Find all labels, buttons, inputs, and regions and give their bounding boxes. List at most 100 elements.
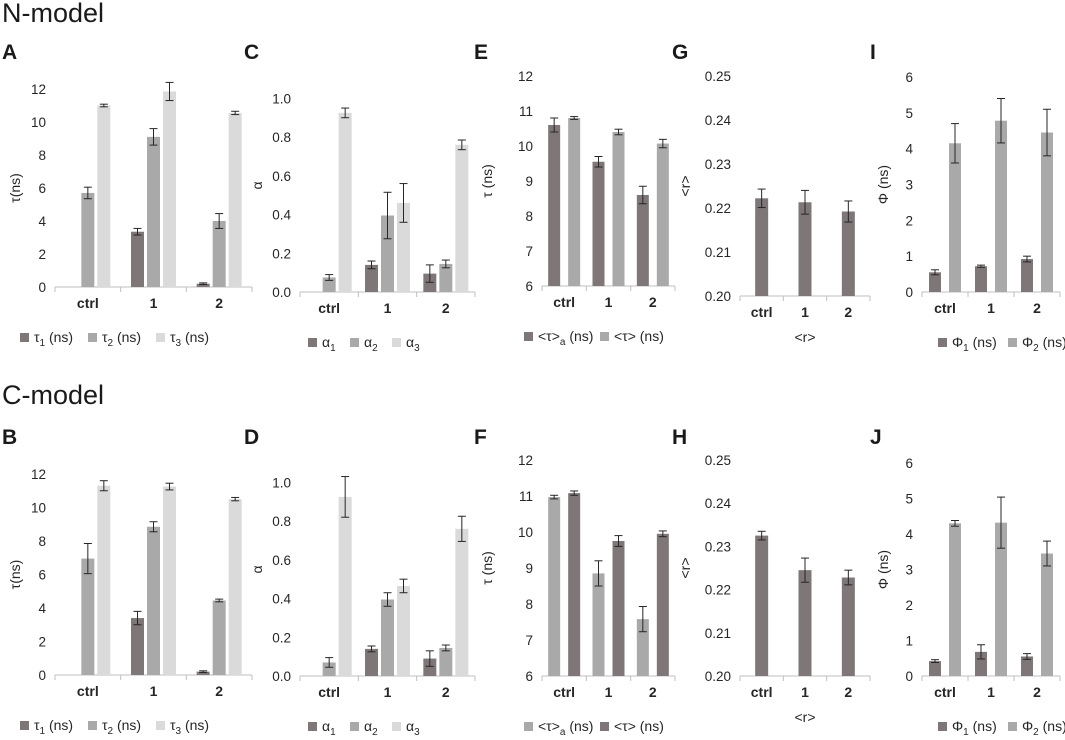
y-tick-label: 0.2 (272, 630, 291, 645)
bar (338, 496, 352, 676)
y-tick-label: 10 (31, 115, 46, 130)
y-tick-label: 0.2 (272, 246, 291, 261)
x-tick-label: 2 (215, 683, 223, 699)
bar (147, 136, 160, 287)
y-tick-label: 5 (905, 492, 913, 507)
y-tick-label: 0.20 (705, 289, 731, 304)
bar (592, 161, 605, 286)
bar (755, 198, 769, 296)
legend-swatch (88, 721, 97, 730)
bar (841, 211, 855, 296)
x-tick-label: ctrl (77, 295, 99, 311)
bar (97, 105, 111, 287)
panel-letter-e: E (474, 41, 489, 64)
bar (592, 573, 605, 676)
bar (381, 599, 394, 676)
y-tick-label: 10 (31, 501, 46, 516)
y-tick-label: 6 (38, 568, 46, 583)
legend-swatch (392, 722, 401, 731)
y-tick-label: 0.23 (705, 157, 731, 172)
y-tick-label: 8 (38, 148, 46, 163)
panel-letter-a: A (2, 41, 18, 64)
y-tick-label: 12 (31, 467, 46, 482)
x-tick-label: 2 (649, 294, 657, 310)
bar (1021, 259, 1033, 292)
bar (612, 132, 625, 286)
legend-label: Φ1 (ns) (952, 334, 997, 354)
y-axis-label: Φ (ns) (875, 165, 891, 204)
x-tick-label: 2 (1033, 300, 1041, 316)
panel-letter-i: I (870, 41, 876, 64)
y-tick-label: 0.25 (705, 69, 731, 84)
x-tick-label: 1 (801, 304, 809, 320)
bar (439, 647, 453, 676)
bar (929, 272, 941, 292)
y-tick-label: 0.22 (705, 201, 731, 216)
y-tick-label: 10 (518, 525, 533, 540)
y-axis-label: τ (ns) (479, 551, 495, 585)
bar (568, 118, 581, 286)
legend-swatch (1008, 338, 1017, 347)
legend-swatch (308, 722, 317, 731)
y-tick-label: 0.6 (272, 169, 291, 184)
legend-label: Φ2 (ns) (1022, 334, 1065, 354)
y-axis-label: <r> (677, 175, 693, 196)
bar (455, 144, 469, 292)
x-tick-label: ctrl (553, 294, 575, 310)
y-tick-label: 0.0 (272, 285, 291, 300)
y-tick-label: 0.4 (272, 592, 291, 607)
y-tick-label: 4 (38, 601, 46, 616)
x-axis-label: <r> (794, 709, 815, 725)
legend-swatch (20, 721, 29, 730)
bar (147, 526, 160, 675)
bar (1041, 553, 1053, 676)
panel-letter-j: J (870, 426, 882, 449)
bar (755, 535, 769, 676)
y-tick-label: 1 (905, 249, 913, 264)
y-tick-label: 6 (905, 456, 913, 471)
legend-label: Φ1 (ns) (952, 718, 997, 738)
y-tick-label: 6 (38, 181, 46, 196)
y-axis-label: <r> (677, 557, 693, 578)
x-tick-label: ctrl (553, 684, 575, 700)
chart-panel-d: 0.0 0.2 0.4 0.6 0.8 1.0 α ctrl 1 2 α1 α2 α3 (249, 475, 476, 738)
x-tick-label: 1 (150, 683, 158, 699)
y-axis-label: τ (ns) (479, 164, 495, 198)
y-tick-label: 0.21 (705, 245, 731, 260)
bar (322, 277, 336, 292)
c-model-title: C-model (2, 380, 105, 410)
legend-label: <τ>a (ns) (538, 718, 593, 738)
bar (949, 143, 961, 292)
y-tick-label: 8 (38, 534, 46, 549)
y-axis-label: α (249, 565, 265, 573)
legend-swatch (600, 332, 609, 341)
y-tick-label: 5 (905, 106, 913, 121)
legend-label: τ2 (ns) (102, 717, 141, 737)
legend-label: α2 (364, 718, 378, 738)
x-tick-label: ctrl (77, 683, 99, 699)
x-tick-label: ctrl (751, 304, 773, 320)
bar (196, 671, 210, 675)
legend-label: Φ2 (ns) (1022, 718, 1065, 738)
x-axis-label: <r> (794, 329, 815, 345)
x-tick-label: 1 (384, 300, 392, 316)
x-tick-label: 2 (1033, 684, 1041, 700)
bar (365, 264, 378, 292)
y-tick-label: 1.0 (272, 475, 291, 490)
y-tick-label: 0 (905, 669, 913, 684)
x-tick-label: 2 (442, 684, 450, 700)
x-tick-label: ctrl (318, 300, 340, 316)
n-model-title: N-model (2, 0, 105, 28)
bar (97, 485, 111, 675)
y-tick-label: 12 (518, 453, 533, 468)
legend-swatch (392, 338, 401, 347)
legend-label: α1 (322, 718, 336, 738)
legend-label: α3 (406, 334, 420, 354)
legend-swatch (938, 338, 947, 347)
bar (568, 493, 581, 676)
y-axis-label: τ(ns) (7, 173, 23, 203)
y-tick-label: 0.4 (272, 208, 291, 223)
legend-swatch (524, 332, 533, 341)
